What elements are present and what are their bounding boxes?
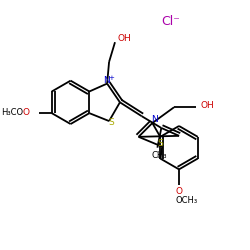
Text: CH₃: CH₃ bbox=[152, 151, 167, 160]
Text: O: O bbox=[23, 108, 30, 117]
Text: OCH₃: OCH₃ bbox=[176, 196, 198, 205]
Text: O: O bbox=[176, 186, 182, 196]
Text: +: + bbox=[108, 75, 114, 81]
Text: N: N bbox=[103, 76, 110, 85]
Text: S: S bbox=[157, 139, 163, 148]
Text: Cl⁻: Cl⁻ bbox=[162, 15, 180, 28]
Text: S: S bbox=[108, 118, 114, 126]
Text: N: N bbox=[151, 114, 158, 124]
Text: H₃CO: H₃CO bbox=[1, 108, 24, 117]
Text: OH: OH bbox=[118, 34, 132, 43]
Text: OH: OH bbox=[201, 101, 214, 110]
